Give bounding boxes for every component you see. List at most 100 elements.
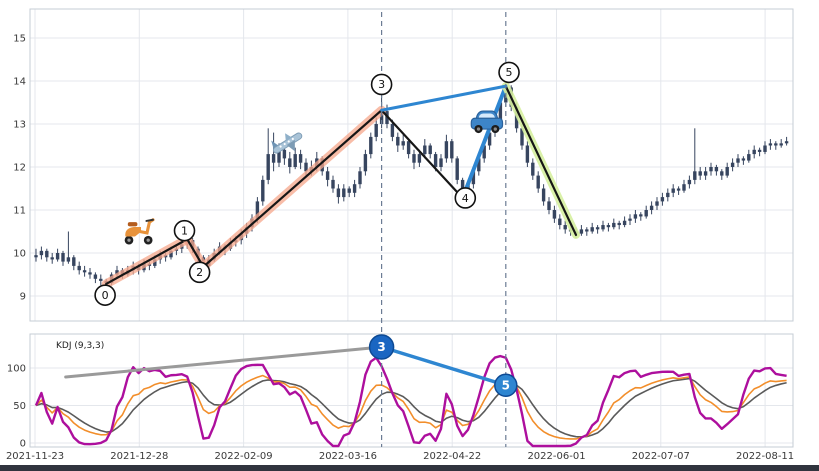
price-axis-tick: 11	[13, 206, 26, 217]
date-axis-tick: 2022-04-22	[423, 451, 481, 462]
candle-body	[536, 175, 540, 189]
date-axis-tick: 2021-11-23	[6, 451, 64, 462]
kdj-gray-line	[64, 345, 384, 379]
candle-body	[741, 158, 746, 161]
kdj-indicator-label: KDJ (9,3,3)	[56, 341, 105, 351]
candle-body	[671, 188, 675, 193]
candle-body	[374, 124, 378, 137]
wave-circle-label: 5	[506, 66, 513, 79]
price-axis-tick: 13	[13, 120, 26, 131]
candle-body	[547, 201, 551, 210]
wave-segment	[380, 109, 464, 200]
annotation-icons	[124, 110, 504, 245]
candle-body	[72, 257, 76, 266]
kdj-j-line	[34, 354, 787, 448]
marker-lines	[381, 12, 507, 447]
kdj-d-line	[35, 377, 787, 438]
candle-body	[433, 154, 438, 167]
airplane-icon	[271, 132, 303, 154]
kdj-wave-circle-3	[368, 334, 395, 360]
candle-body	[450, 141, 454, 159]
wave-circle-label: 2	[196, 266, 203, 279]
candle-body	[763, 145, 767, 152]
wave-segment	[202, 109, 383, 268]
candle-body	[784, 141, 789, 144]
candle-body	[612, 222, 616, 228]
candle-body	[428, 145, 432, 155]
wave-segment	[105, 238, 189, 286]
wave-circle-1	[173, 219, 196, 242]
date-axis-tick: 2022-06-01	[527, 451, 585, 462]
wave-point-circles: 0 1 2 3 4 5	[94, 61, 520, 306]
price-axis-tick: 15	[13, 34, 26, 45]
candle-body	[277, 149, 281, 163]
candle-body	[644, 210, 648, 217]
candle-body	[336, 188, 341, 198]
candle-body	[471, 171, 476, 185]
wave-circle-5	[498, 61, 520, 84]
kdj-wave-circle-label: 3	[377, 340, 385, 354]
candle-body	[482, 145, 486, 159]
candle-body	[558, 218, 562, 226]
candle-body	[50, 257, 54, 260]
candle-body	[363, 154, 368, 172]
candle-body	[93, 274, 98, 279]
candle-body	[774, 143, 778, 146]
wave-circle-label: 3	[378, 78, 385, 91]
candle-body	[99, 278, 103, 281]
candle-body	[55, 253, 60, 260]
candle-body	[412, 154, 416, 163]
kdj-lines	[34, 354, 787, 448]
candle-body	[682, 184, 686, 191]
candle-body	[82, 270, 87, 273]
candle-body	[525, 145, 530, 163]
wave-lines	[101, 82, 580, 289]
candle-body	[585, 229, 589, 232]
date-axis-tick: 2021-12-28	[110, 451, 168, 462]
wave-segment-blue	[460, 84, 508, 200]
candle-body	[595, 227, 600, 230]
candle-body	[34, 255, 38, 258]
candle-body	[347, 188, 351, 193]
candle-body	[498, 102, 503, 120]
candle-body	[720, 171, 724, 176]
candle-body	[417, 154, 422, 163]
kdj-wave-circle-5	[494, 373, 518, 397]
candle-body	[639, 214, 643, 217]
candle-body	[757, 149, 762, 152]
candle-body	[579, 229, 584, 234]
wave-circle-2	[188, 261, 211, 284]
candle-body	[703, 171, 708, 176]
candle-body	[439, 158, 443, 167]
candle-body	[590, 227, 594, 232]
candle-body	[617, 222, 621, 226]
candle-body	[622, 220, 627, 226]
candle-body	[423, 145, 427, 155]
window-edge-strip	[0, 465, 819, 471]
candle-body	[747, 154, 751, 161]
trendline-3-to-5	[380, 84, 508, 112]
wave-segment	[504, 85, 578, 237]
candle-body	[169, 250, 173, 258]
kdj-k-line	[35, 374, 787, 440]
candle-body	[352, 184, 357, 193]
price-axis-tick: 9	[20, 292, 26, 303]
candle-body	[358, 171, 362, 185]
candle-body	[487, 132, 492, 146]
candle-body	[271, 154, 276, 163]
wave-circle-0	[94, 284, 116, 306]
date-axis-tick: 2022-07-07	[632, 451, 690, 462]
candle-body	[444, 141, 449, 159]
candle-body	[628, 218, 632, 221]
candle-body	[687, 179, 692, 185]
candle-body	[633, 214, 638, 219]
candle-body	[153, 259, 157, 266]
candle-body	[541, 188, 546, 202]
candle-body	[45, 250, 49, 258]
candle-body	[115, 270, 119, 275]
kdj-panel	[29, 333, 794, 448]
candle-body	[396, 136, 400, 146]
wave-circle-label: 0	[102, 289, 109, 302]
